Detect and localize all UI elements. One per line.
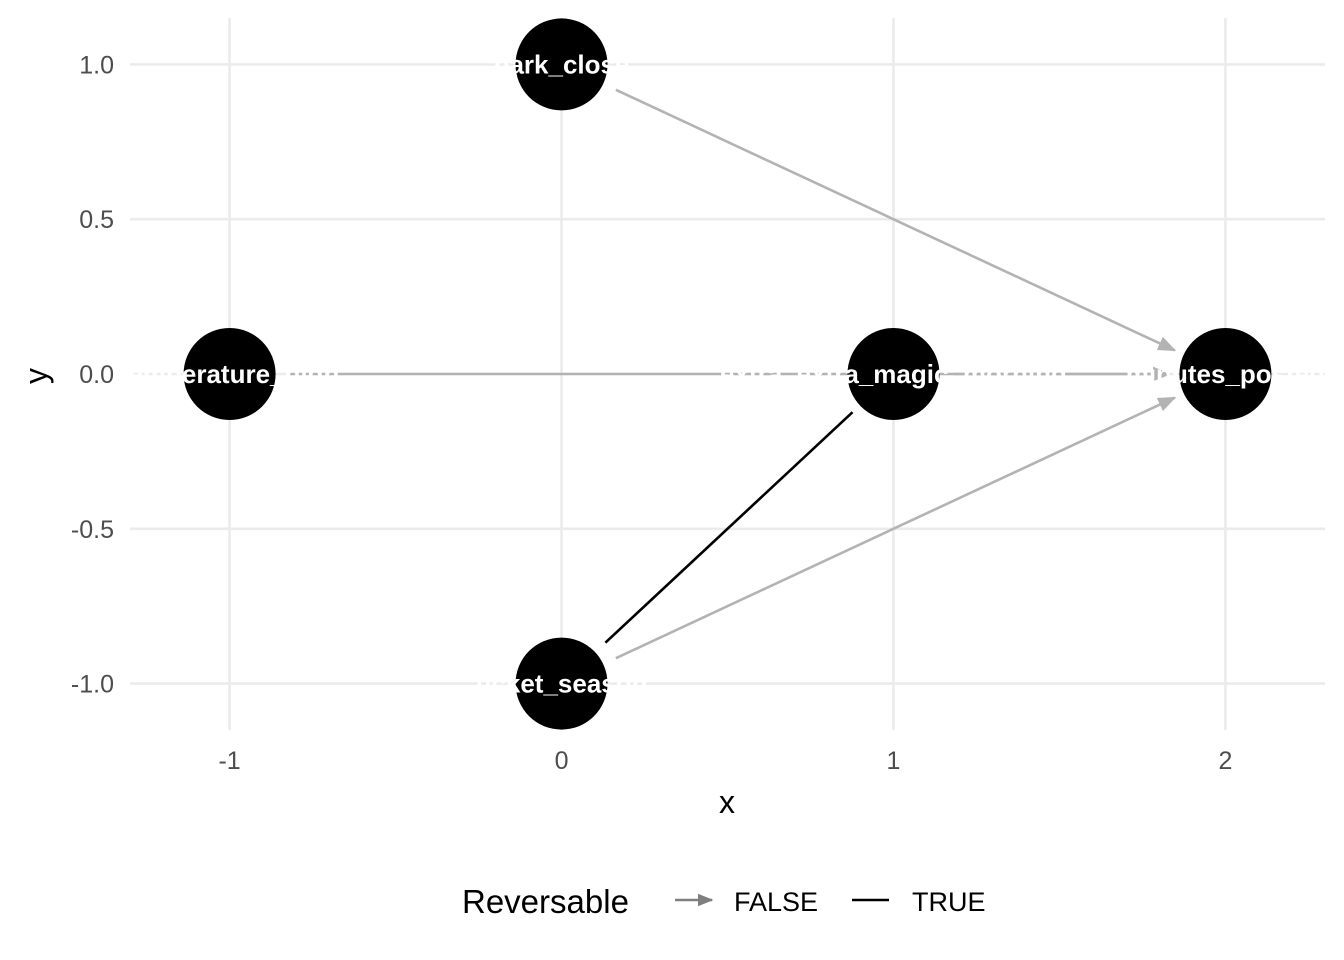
x-axis-title: x xyxy=(719,784,735,820)
legend-label-false: FALSE xyxy=(734,887,818,917)
node-extra_magic xyxy=(847,328,940,420)
node-ticket_season xyxy=(515,637,608,730)
x-tick-label: 2 xyxy=(1218,747,1232,775)
node-minutes_posted xyxy=(1179,328,1272,420)
node-label-ticket_season: ticket_season xyxy=(476,669,648,699)
edge-ticket_season-to-extra_magic xyxy=(604,411,854,644)
x-tick-label: -1 xyxy=(218,747,240,775)
legend-label-true: TRUE xyxy=(912,887,986,917)
node-temperature xyxy=(183,328,276,420)
node-label-park_close: park_close xyxy=(494,49,630,79)
y-tick-label: 0.0 xyxy=(79,361,114,389)
y-tick-label: -0.5 xyxy=(71,516,114,544)
y-tick-label: 1.0 xyxy=(79,51,114,79)
edge-ticket_season-to-minutes_posted xyxy=(615,396,1177,660)
y-tick-label: -1.0 xyxy=(71,671,114,699)
y-tick-label: 0.5 xyxy=(79,206,114,234)
edge-park_close-to-minutes_posted xyxy=(615,88,1177,352)
node-label-minutes_posted: minutes_posted xyxy=(1126,359,1325,389)
x-tick-label: 1 xyxy=(887,747,901,775)
node-label-extra_magic: extra_extra_magic_morning xyxy=(720,359,1067,389)
legend-title: Reversable xyxy=(462,883,629,920)
legend: Reversable FALSE TRUE xyxy=(462,883,986,920)
node-labels: park_close temperature_high extra_extra_ma… xyxy=(120,49,1325,698)
nodes xyxy=(183,18,1272,730)
x-tick-label: 0 xyxy=(555,747,569,775)
edges xyxy=(289,88,1177,660)
node-label-temperature: temperature_high xyxy=(120,359,340,389)
axis-ticks: -1 0 1 2 -1.0 -0.5 0.0 0.5 1.0 xyxy=(71,51,1232,775)
node-park_close xyxy=(515,18,608,111)
y-axis-title: y xyxy=(18,368,54,384)
